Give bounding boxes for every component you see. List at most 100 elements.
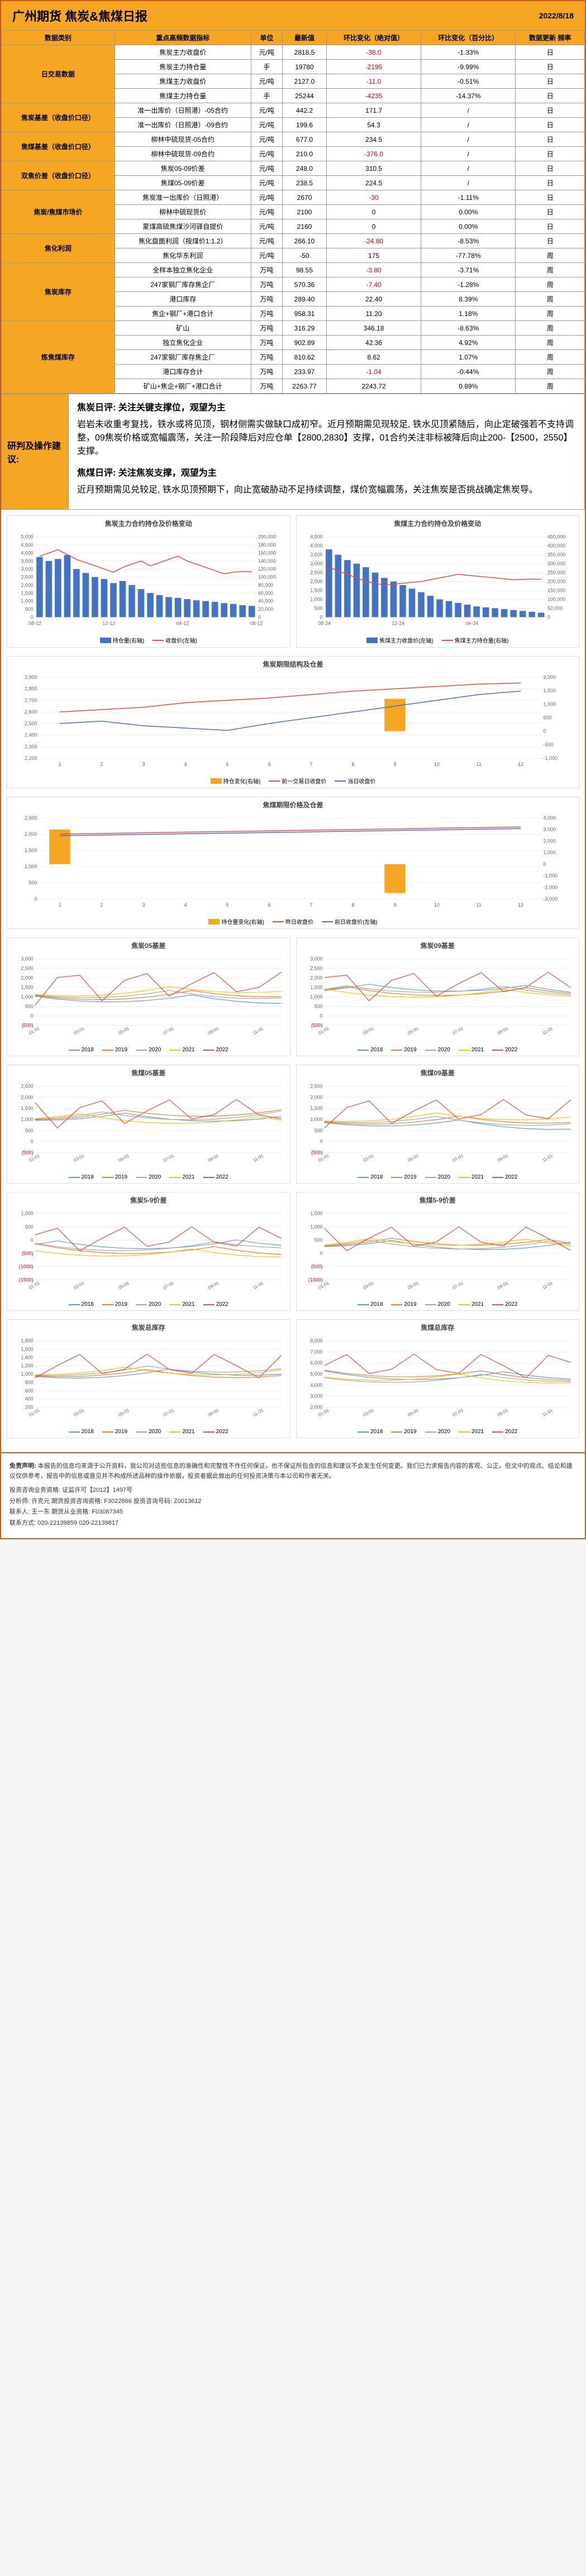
svg-text:6: 6 bbox=[268, 902, 270, 908]
data-cell: 0 bbox=[326, 205, 421, 219]
chart-box: 焦炭5-9价差(1500)(1000)(500)05001,00001-0103… bbox=[7, 1192, 290, 1311]
data-cell: 316.29 bbox=[283, 321, 327, 336]
table-row: 焦化利润焦化盘面利润（按煤价1:1.2）元/吨266.10-24.80-8.53… bbox=[2, 234, 585, 248]
data-cell: 0.00% bbox=[421, 205, 516, 219]
svg-text:2,400: 2,400 bbox=[25, 732, 37, 738]
svg-text:5,000: 5,000 bbox=[310, 1371, 322, 1377]
data-cell: 万吨 bbox=[251, 365, 282, 379]
data-cell: -38.0 bbox=[326, 45, 421, 60]
svg-text:4,500: 4,500 bbox=[310, 534, 322, 540]
legend-item: 2018 bbox=[69, 1047, 94, 1053]
svg-text:3,000: 3,000 bbox=[21, 566, 33, 572]
data-cell: 万吨 bbox=[251, 277, 282, 292]
data-cell: 677.0 bbox=[283, 132, 327, 147]
svg-text:500: 500 bbox=[314, 1128, 322, 1133]
svg-text:05-01: 05-01 bbox=[407, 1407, 420, 1418]
report-title: 广州期货 焦炭&焦煤日报 bbox=[12, 7, 147, 25]
svg-text:200: 200 bbox=[25, 1405, 34, 1410]
svg-text:3,000: 3,000 bbox=[21, 956, 33, 962]
data-cell: / bbox=[421, 161, 516, 176]
chart-legend: 20182019202020212022 bbox=[10, 1047, 287, 1053]
data-cell: -1.33% bbox=[421, 45, 516, 60]
svg-text:300,000: 300,000 bbox=[547, 561, 565, 567]
svg-text:400: 400 bbox=[25, 1396, 34, 1402]
chart-legend: 持仓量变化(右轴)昨日收盘价前日收盘价(左轴) bbox=[10, 917, 576, 926]
chart-title: 焦煤主力合约持仓及价格变动 bbox=[299, 519, 577, 528]
svg-text:03-01: 03-01 bbox=[362, 1153, 375, 1163]
svg-text:9: 9 bbox=[393, 902, 396, 908]
svg-text:8,000: 8,000 bbox=[310, 1338, 322, 1344]
data-cell: 焦企+钢厂+港口合计 bbox=[115, 307, 251, 321]
legend-item: 2022 bbox=[203, 1047, 228, 1053]
svg-text:40,000: 40,000 bbox=[258, 598, 273, 604]
chart-box: 焦煤5-9价差(1000)(500)05001,0001,50001-0103-… bbox=[296, 1192, 580, 1311]
svg-text:05-01: 05-01 bbox=[118, 1026, 131, 1036]
report-header: 广州期货 焦炭&焦煤日报 2022/8/18 bbox=[1, 1, 585, 30]
data-cell: 247家钢厂库存焦企厂 bbox=[115, 277, 251, 292]
data-cell: 210.0 bbox=[283, 147, 327, 161]
data-cell: 2670 bbox=[283, 190, 327, 205]
svg-text:4: 4 bbox=[184, 762, 187, 767]
data-cell: 日 bbox=[516, 176, 585, 190]
chart-box: 焦炭09基差(500)05001,0001,5002,0002,5003,000… bbox=[296, 937, 580, 1056]
svg-text:0: 0 bbox=[320, 1013, 322, 1019]
legend-item: 2019 bbox=[391, 1429, 416, 1435]
legend-item: 持仓量(右轴) bbox=[100, 636, 145, 644]
data-cell: 周 bbox=[516, 292, 585, 307]
svg-text:07-01: 07-01 bbox=[451, 1026, 464, 1036]
data-cell: 233.97 bbox=[283, 365, 327, 379]
data-cell: 周 bbox=[516, 350, 585, 365]
svg-text:07-01: 07-01 bbox=[163, 1153, 175, 1163]
data-cell: 346.18 bbox=[326, 321, 421, 336]
data-cell: 焦炭准一出库价（日照港） bbox=[115, 190, 251, 205]
svg-text:2,900: 2,900 bbox=[25, 674, 37, 680]
svg-text:200,000: 200,000 bbox=[258, 534, 276, 540]
chart-box: 焦炭总库存2004006008001,0001,2001,4001,6001,8… bbox=[7, 1319, 290, 1438]
svg-text:400,000: 400,000 bbox=[547, 543, 565, 549]
svg-text:0: 0 bbox=[31, 1013, 34, 1019]
data-cell: 焦煤05-09价差 bbox=[115, 176, 251, 190]
table-header: 单位 bbox=[251, 31, 282, 45]
data-cell: 焦化盘面利润（按煤价1:1.2） bbox=[115, 234, 251, 248]
svg-text:4: 4 bbox=[184, 902, 187, 908]
svg-text:11-01: 11-01 bbox=[541, 1280, 554, 1290]
svg-text:3: 3 bbox=[142, 902, 145, 908]
svg-text:0: 0 bbox=[547, 614, 550, 620]
data-cell: 港口库存合计 bbox=[115, 365, 251, 379]
data-cell: 248.0 bbox=[283, 161, 327, 176]
data-cell: 焦煤主力持仓量 bbox=[115, 89, 251, 103]
analysis-content: 焦炭日评: 关注关键支撑位，观望为主岩岩未收重考复找，铁水或将见顶，钢材侧需实做… bbox=[69, 394, 584, 509]
data-cell: 焦炭主力收盘价 bbox=[115, 45, 251, 60]
svg-text:1,000: 1,000 bbox=[310, 1117, 322, 1122]
svg-text:3,000: 3,000 bbox=[310, 1394, 322, 1399]
legend-item: 2021 bbox=[459, 1174, 484, 1180]
data-cell: 8.39% bbox=[421, 292, 516, 307]
legend-item: 持仓变化(右轴) bbox=[211, 777, 261, 785]
data-cell: 元/吨 bbox=[251, 219, 282, 234]
data-cell: 日 bbox=[516, 219, 585, 234]
legend-item: 收盘价(左轴) bbox=[153, 636, 197, 644]
svg-text:05-01: 05-01 bbox=[407, 1153, 420, 1163]
data-cell: / bbox=[421, 118, 516, 132]
svg-text:11-01: 11-01 bbox=[541, 1407, 554, 1418]
data-cell: 0.89% bbox=[421, 379, 516, 394]
data-cell: 元/吨 bbox=[251, 118, 282, 132]
data-cell: 175 bbox=[326, 248, 421, 263]
svg-text:1,000: 1,000 bbox=[21, 1117, 33, 1122]
data-cell: 2127.0 bbox=[283, 74, 327, 89]
chart-title: 焦炭总库存 bbox=[10, 1323, 287, 1332]
data-cell: 171.7 bbox=[326, 103, 421, 118]
footer: 免责声明: 本报告的信息均来源于公开资料，我公司对这些信息的准确性和完整性不作任… bbox=[1, 1452, 585, 1538]
svg-text:2,500: 2,500 bbox=[25, 721, 37, 726]
data-cell: 54.3 bbox=[326, 118, 421, 132]
svg-text:4,500: 4,500 bbox=[21, 542, 33, 548]
data-cell: 周 bbox=[516, 379, 585, 394]
svg-text:03-01: 03-01 bbox=[73, 1026, 86, 1036]
svg-text:11-01: 11-01 bbox=[252, 1280, 264, 1290]
svg-text:11-01: 11-01 bbox=[252, 1026, 264, 1036]
data-cell: 247家钢厂库存焦企厂 bbox=[115, 350, 251, 365]
svg-text:09-01: 09-01 bbox=[497, 1407, 509, 1418]
data-cell: 日 bbox=[516, 45, 585, 60]
data-cell: 224.5 bbox=[326, 176, 421, 190]
chart-legend: 持仓量(右轴) 收盘价(左轴) bbox=[10, 636, 287, 644]
